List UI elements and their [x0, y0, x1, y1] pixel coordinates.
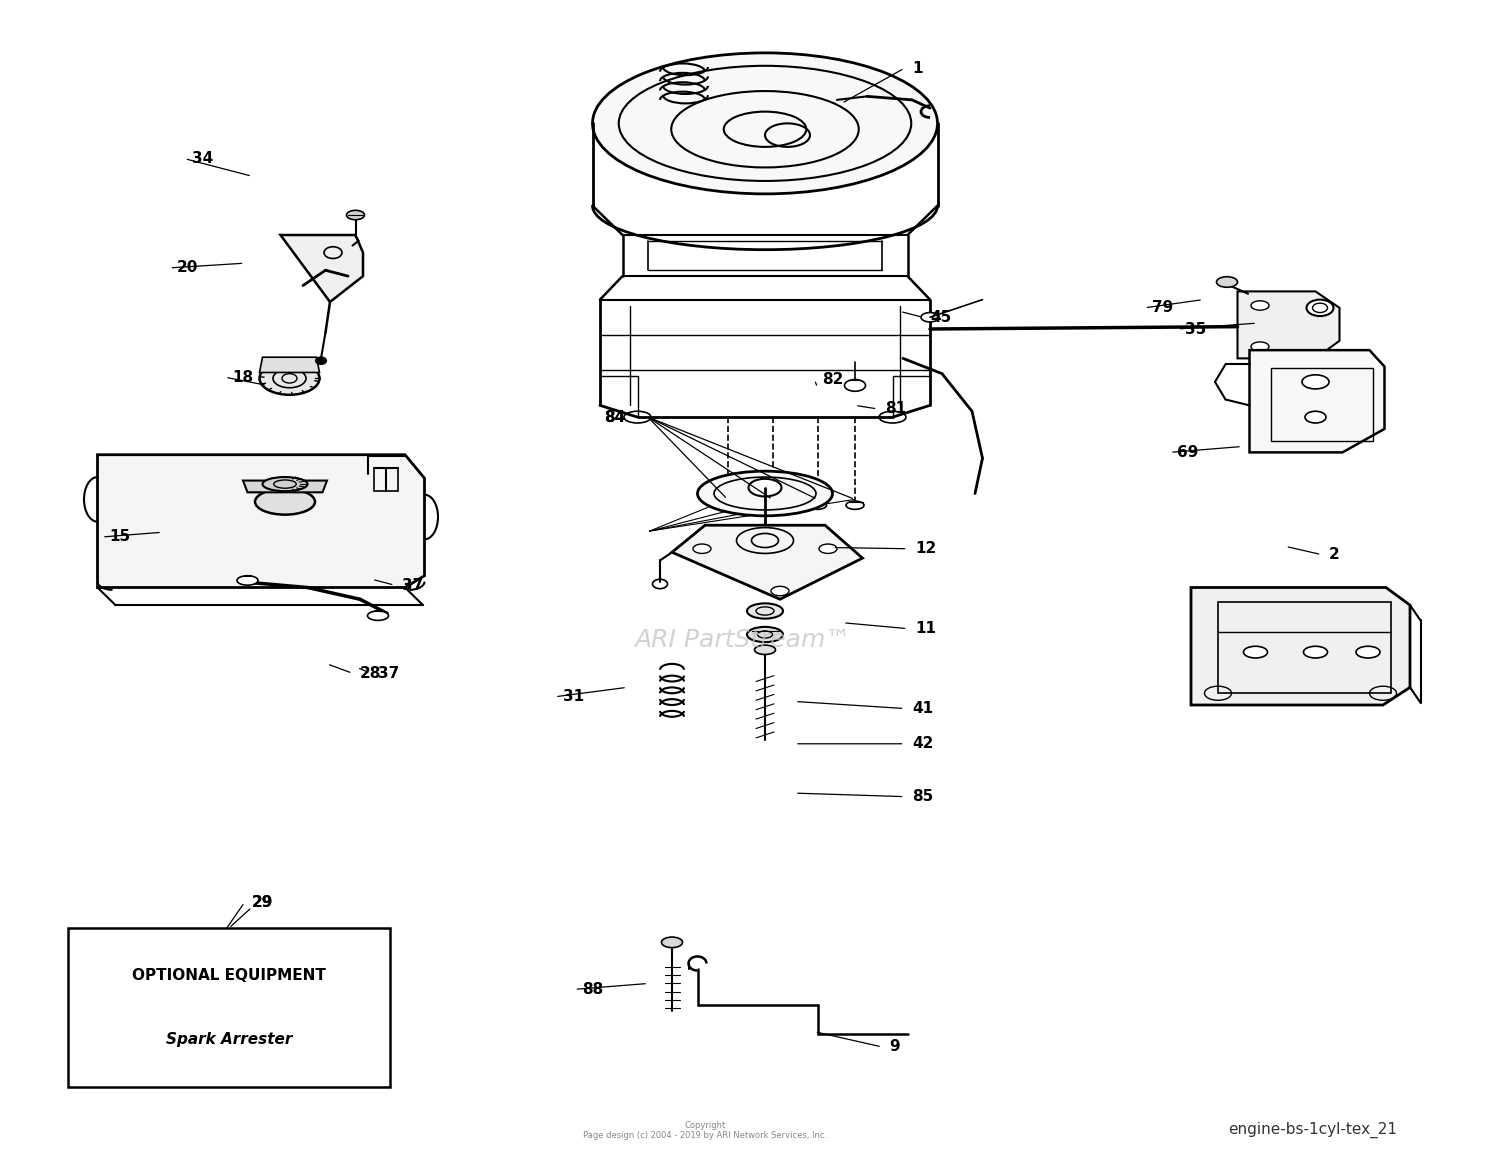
Text: 45: 45: [930, 310, 951, 324]
Text: 31: 31: [562, 690, 584, 704]
Ellipse shape: [662, 938, 682, 947]
Polygon shape: [1191, 588, 1410, 705]
Ellipse shape: [764, 502, 782, 510]
Text: Copyright
Page design (c) 2004 - 2019 by ARI Network Services, Inc.: Copyright Page design (c) 2004 - 2019 by…: [584, 1121, 826, 1140]
Text: 37: 37: [378, 666, 399, 680]
Ellipse shape: [693, 544, 711, 553]
Text: 37: 37: [402, 578, 423, 592]
Ellipse shape: [747, 627, 783, 642]
Bar: [374, 468, 398, 491]
Ellipse shape: [1305, 411, 1326, 423]
Polygon shape: [1250, 350, 1384, 452]
Ellipse shape: [237, 576, 258, 585]
Ellipse shape: [1304, 646, 1328, 658]
Ellipse shape: [592, 53, 938, 194]
Text: 18: 18: [232, 370, 254, 384]
Text: 35: 35: [1185, 322, 1206, 336]
Text: Spark Arrester: Spark Arrester: [165, 1032, 292, 1047]
Ellipse shape: [846, 502, 864, 510]
Text: 42: 42: [912, 737, 933, 751]
Ellipse shape: [771, 586, 789, 596]
Ellipse shape: [1306, 300, 1334, 316]
Text: 34: 34: [192, 152, 213, 166]
Polygon shape: [260, 357, 320, 372]
Text: 85: 85: [912, 790, 933, 804]
Ellipse shape: [1302, 375, 1329, 389]
Text: 28: 28: [360, 666, 381, 680]
Text: 20: 20: [177, 261, 198, 275]
Text: 2: 2: [1329, 548, 1340, 562]
Text: 82: 82: [822, 372, 843, 387]
Ellipse shape: [255, 489, 315, 515]
Text: 15: 15: [110, 530, 130, 544]
Polygon shape: [98, 455, 424, 588]
Text: 29: 29: [252, 895, 273, 909]
Text: 84: 84: [604, 410, 625, 424]
Ellipse shape: [1244, 646, 1268, 658]
Text: 11: 11: [915, 622, 936, 636]
Text: 84: 84: [604, 410, 625, 424]
Text: 1: 1: [912, 61, 922, 75]
Ellipse shape: [1251, 342, 1269, 351]
Ellipse shape: [368, 611, 388, 620]
Text: 88: 88: [582, 982, 603, 996]
Text: 29: 29: [252, 895, 273, 909]
Polygon shape: [1238, 291, 1340, 358]
Text: 79: 79: [1152, 301, 1173, 315]
Ellipse shape: [262, 477, 308, 491]
Ellipse shape: [754, 645, 776, 654]
Ellipse shape: [260, 362, 320, 395]
Bar: [1270, 368, 1372, 441]
Ellipse shape: [698, 471, 832, 516]
Ellipse shape: [1216, 277, 1237, 288]
Ellipse shape: [315, 357, 327, 364]
Ellipse shape: [1251, 301, 1269, 310]
FancyBboxPatch shape: [68, 928, 390, 1087]
Text: 81: 81: [885, 402, 906, 416]
Polygon shape: [243, 481, 327, 492]
Ellipse shape: [808, 502, 826, 510]
Text: OPTIONAL EQUIPMENT: OPTIONAL EQUIPMENT: [132, 968, 326, 983]
Ellipse shape: [819, 544, 837, 553]
Ellipse shape: [747, 604, 783, 618]
Text: ARI PartStream™: ARI PartStream™: [634, 629, 850, 652]
Ellipse shape: [921, 313, 939, 322]
Ellipse shape: [346, 210, 364, 220]
Text: engine-bs-1cyl-tex_21: engine-bs-1cyl-tex_21: [1228, 1122, 1397, 1139]
Text: 9: 9: [890, 1040, 900, 1054]
Text: 12: 12: [915, 542, 936, 556]
Text: 41: 41: [912, 701, 933, 716]
Ellipse shape: [748, 478, 782, 496]
Text: 69: 69: [1178, 445, 1198, 459]
Polygon shape: [672, 525, 862, 599]
Bar: [1218, 602, 1390, 693]
Polygon shape: [280, 235, 363, 302]
Ellipse shape: [844, 380, 865, 391]
Ellipse shape: [1356, 646, 1380, 658]
Ellipse shape: [718, 502, 736, 510]
